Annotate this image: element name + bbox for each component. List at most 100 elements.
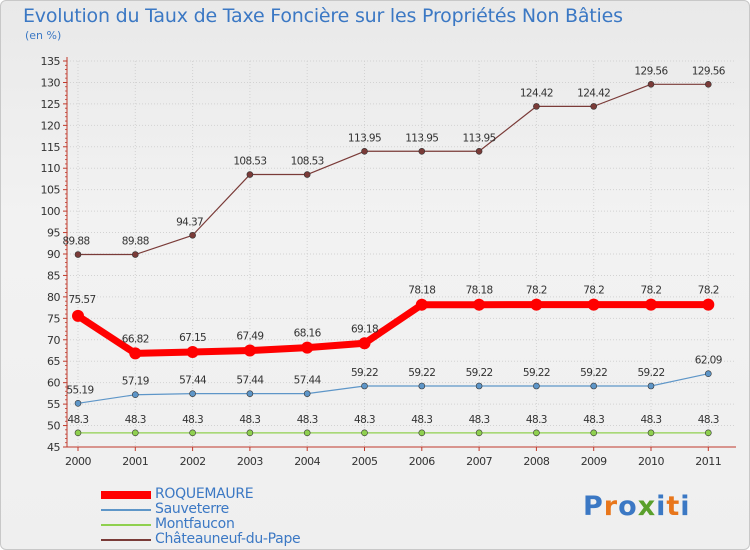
montfaucon-data-label: 48.3 <box>125 414 146 426</box>
y-tick-label: 105 <box>41 184 61 197</box>
sauveterre-data-label: 59.22 <box>637 367 664 379</box>
chateauneuf-du-pape-data-label: 89.88 <box>62 236 89 248</box>
legend-swatch <box>101 491 151 499</box>
sauveterre-point <box>303 390 311 397</box>
sauveterre-data-label: 59.22 <box>523 367 550 379</box>
y-tick-label: 100 <box>41 205 61 218</box>
montfaucon-point <box>132 429 139 437</box>
roquemaure-data-label: 78.2 <box>583 285 604 297</box>
x-tick-label: 2009 <box>581 455 607 468</box>
chateauneuf-du-pape-point <box>647 81 655 88</box>
roquemaure-point <box>358 337 371 350</box>
roquemaure-data-label: 78.2 <box>698 285 719 297</box>
roquemaure-data-label: 78.2 <box>526 285 547 297</box>
sauveterre-point <box>647 382 655 390</box>
y-tick-label: 135 <box>41 55 61 68</box>
y-tick-label: 120 <box>41 119 61 132</box>
sauveterre-data-label: 59.22 <box>408 367 435 379</box>
roquemaure-point <box>645 298 657 311</box>
roquemaure-data-label: 67.49 <box>236 331 263 343</box>
montfaucon-data-label: 48.3 <box>469 414 490 426</box>
chateauneuf-du-pape-point <box>246 171 254 178</box>
chateauneuf-du-pape-point <box>704 81 712 88</box>
series-montfaucon: 48.3 48.3 48.3 48.3 48.3 48.3 48.3 48.3 48.3 48.3… <box>68 414 719 437</box>
roquemaure-point <box>72 309 84 322</box>
chateauneuf-du-pape-point <box>475 147 483 155</box>
sauveterre-point <box>704 370 712 378</box>
chateauneuf-du-pape-data-label: 108.53 <box>291 156 324 168</box>
x-tick-label: 2002 <box>180 455 206 468</box>
roquemaure-data-label: 78.18 <box>408 285 435 297</box>
x-tick-label: 2000 <box>65 455 91 468</box>
sauveterre-point <box>418 382 426 390</box>
chateauneuf-du-pape-data-label: 129.56 <box>692 65 726 77</box>
montfaucon-data-label: 48.3 <box>583 414 604 426</box>
unit-label: (en %) <box>25 29 62 42</box>
chateauneuf-du-pape-data-label: 124.42 <box>577 87 610 99</box>
logo-letter: P <box>583 491 604 522</box>
montfaucon-point <box>704 429 712 437</box>
x-tick-label: 2005 <box>352 455 378 468</box>
legend-swatch <box>101 509 151 511</box>
legend-label: ROQUEMAURE <box>155 486 254 502</box>
sauveterre-point <box>132 391 139 399</box>
sauveterre-data-label: 57.19 <box>122 376 149 388</box>
logo-letter: i <box>656 491 667 522</box>
chateauneuf-du-pape-point <box>590 103 598 110</box>
x-tick-label: 2008 <box>523 455 549 468</box>
chateauneuf-du-pape-data-label: 113.95 <box>463 132 496 144</box>
y-tick-label: 95 <box>47 227 60 240</box>
sauveterre-data-label: 59.22 <box>580 367 607 379</box>
montfaucon-point <box>74 429 82 437</box>
chateauneuf-du-pape-point <box>418 147 426 155</box>
sauveterre-data-label: 59.22 <box>466 367 493 379</box>
sauveterre-point <box>74 399 82 407</box>
roquemaure-point <box>473 298 486 311</box>
sauveterre-point <box>475 382 483 390</box>
x-tick-label: 2006 <box>409 455 435 468</box>
montfaucon-point <box>246 429 254 437</box>
chateauneuf-du-pape-point <box>361 147 368 155</box>
sauveterre-data-label: 55.19 <box>66 384 93 396</box>
sauveterre-point <box>590 382 598 390</box>
x-tick-label: 2001 <box>122 455 148 468</box>
montfaucon-point <box>418 429 426 437</box>
sauveterre-point <box>361 382 368 390</box>
sauveterre-data-label: 57.44 <box>294 375 322 387</box>
roquemaure-point <box>301 341 314 354</box>
y-tick-label: 85 <box>47 269 60 282</box>
y-tick-label: 70 <box>47 334 60 347</box>
chateauneuf-du-pape-point <box>189 231 196 239</box>
y-tick-label: 90 <box>47 248 60 261</box>
y-tick-label: 65 <box>47 355 60 368</box>
series-chateauneuf-du-pape: 89.88 89.88 94.37 108.53 108.53 113.95 113.95 1… <box>62 65 726 258</box>
roquemaure-data-label: 69.18 <box>351 323 378 335</box>
montfaucon-data-label: 48.3 <box>68 414 89 426</box>
montfaucon-point <box>303 429 311 437</box>
chateauneuf-du-pape-point <box>533 103 540 110</box>
montfaucon-data-label: 48.3 <box>698 414 719 426</box>
series-group: 89.88 89.88 94.37 108.53 108.53 113.95 113.95 1… <box>62 65 726 437</box>
chateauneuf-du-pape-data-label: 113.95 <box>405 132 438 144</box>
y-tick-label: 125 <box>41 98 61 111</box>
y-tick-label: 60 <box>47 377 60 390</box>
logo-letter: r <box>603 491 619 522</box>
montfaucon-data-label: 48.3 <box>641 414 662 426</box>
roquemaure-point <box>243 344 256 357</box>
montfaucon-point <box>647 429 655 437</box>
sauveterre-data-label: 57.44 <box>236 375 264 387</box>
logo-letter: i <box>680 491 691 522</box>
logo-letter: o <box>618 491 638 522</box>
chateauneuf-du-pape-point <box>74 251 82 258</box>
montfaucon-data-label: 48.3 <box>239 414 260 426</box>
sauveterre-data-label: 59.22 <box>351 367 378 379</box>
logo-letter: t <box>666 491 681 522</box>
y-tick-label: 55 <box>47 398 60 411</box>
chateauneuf-du-pape-data-label: 113.95 <box>348 132 381 144</box>
series-roquemaure: 75.57 66.82 67.15 67.49 68.16 69.18 78.18 78.18… <box>68 285 719 360</box>
chateauneuf-du-pape-data-label: 124.42 <box>520 87 553 99</box>
chateauneuf-du-pape-data-label: 108.53 <box>233 156 266 168</box>
chateauneuf-du-pape-data-label: 129.56 <box>634 65 668 77</box>
chateauneuf-du-pape-point <box>132 251 139 258</box>
